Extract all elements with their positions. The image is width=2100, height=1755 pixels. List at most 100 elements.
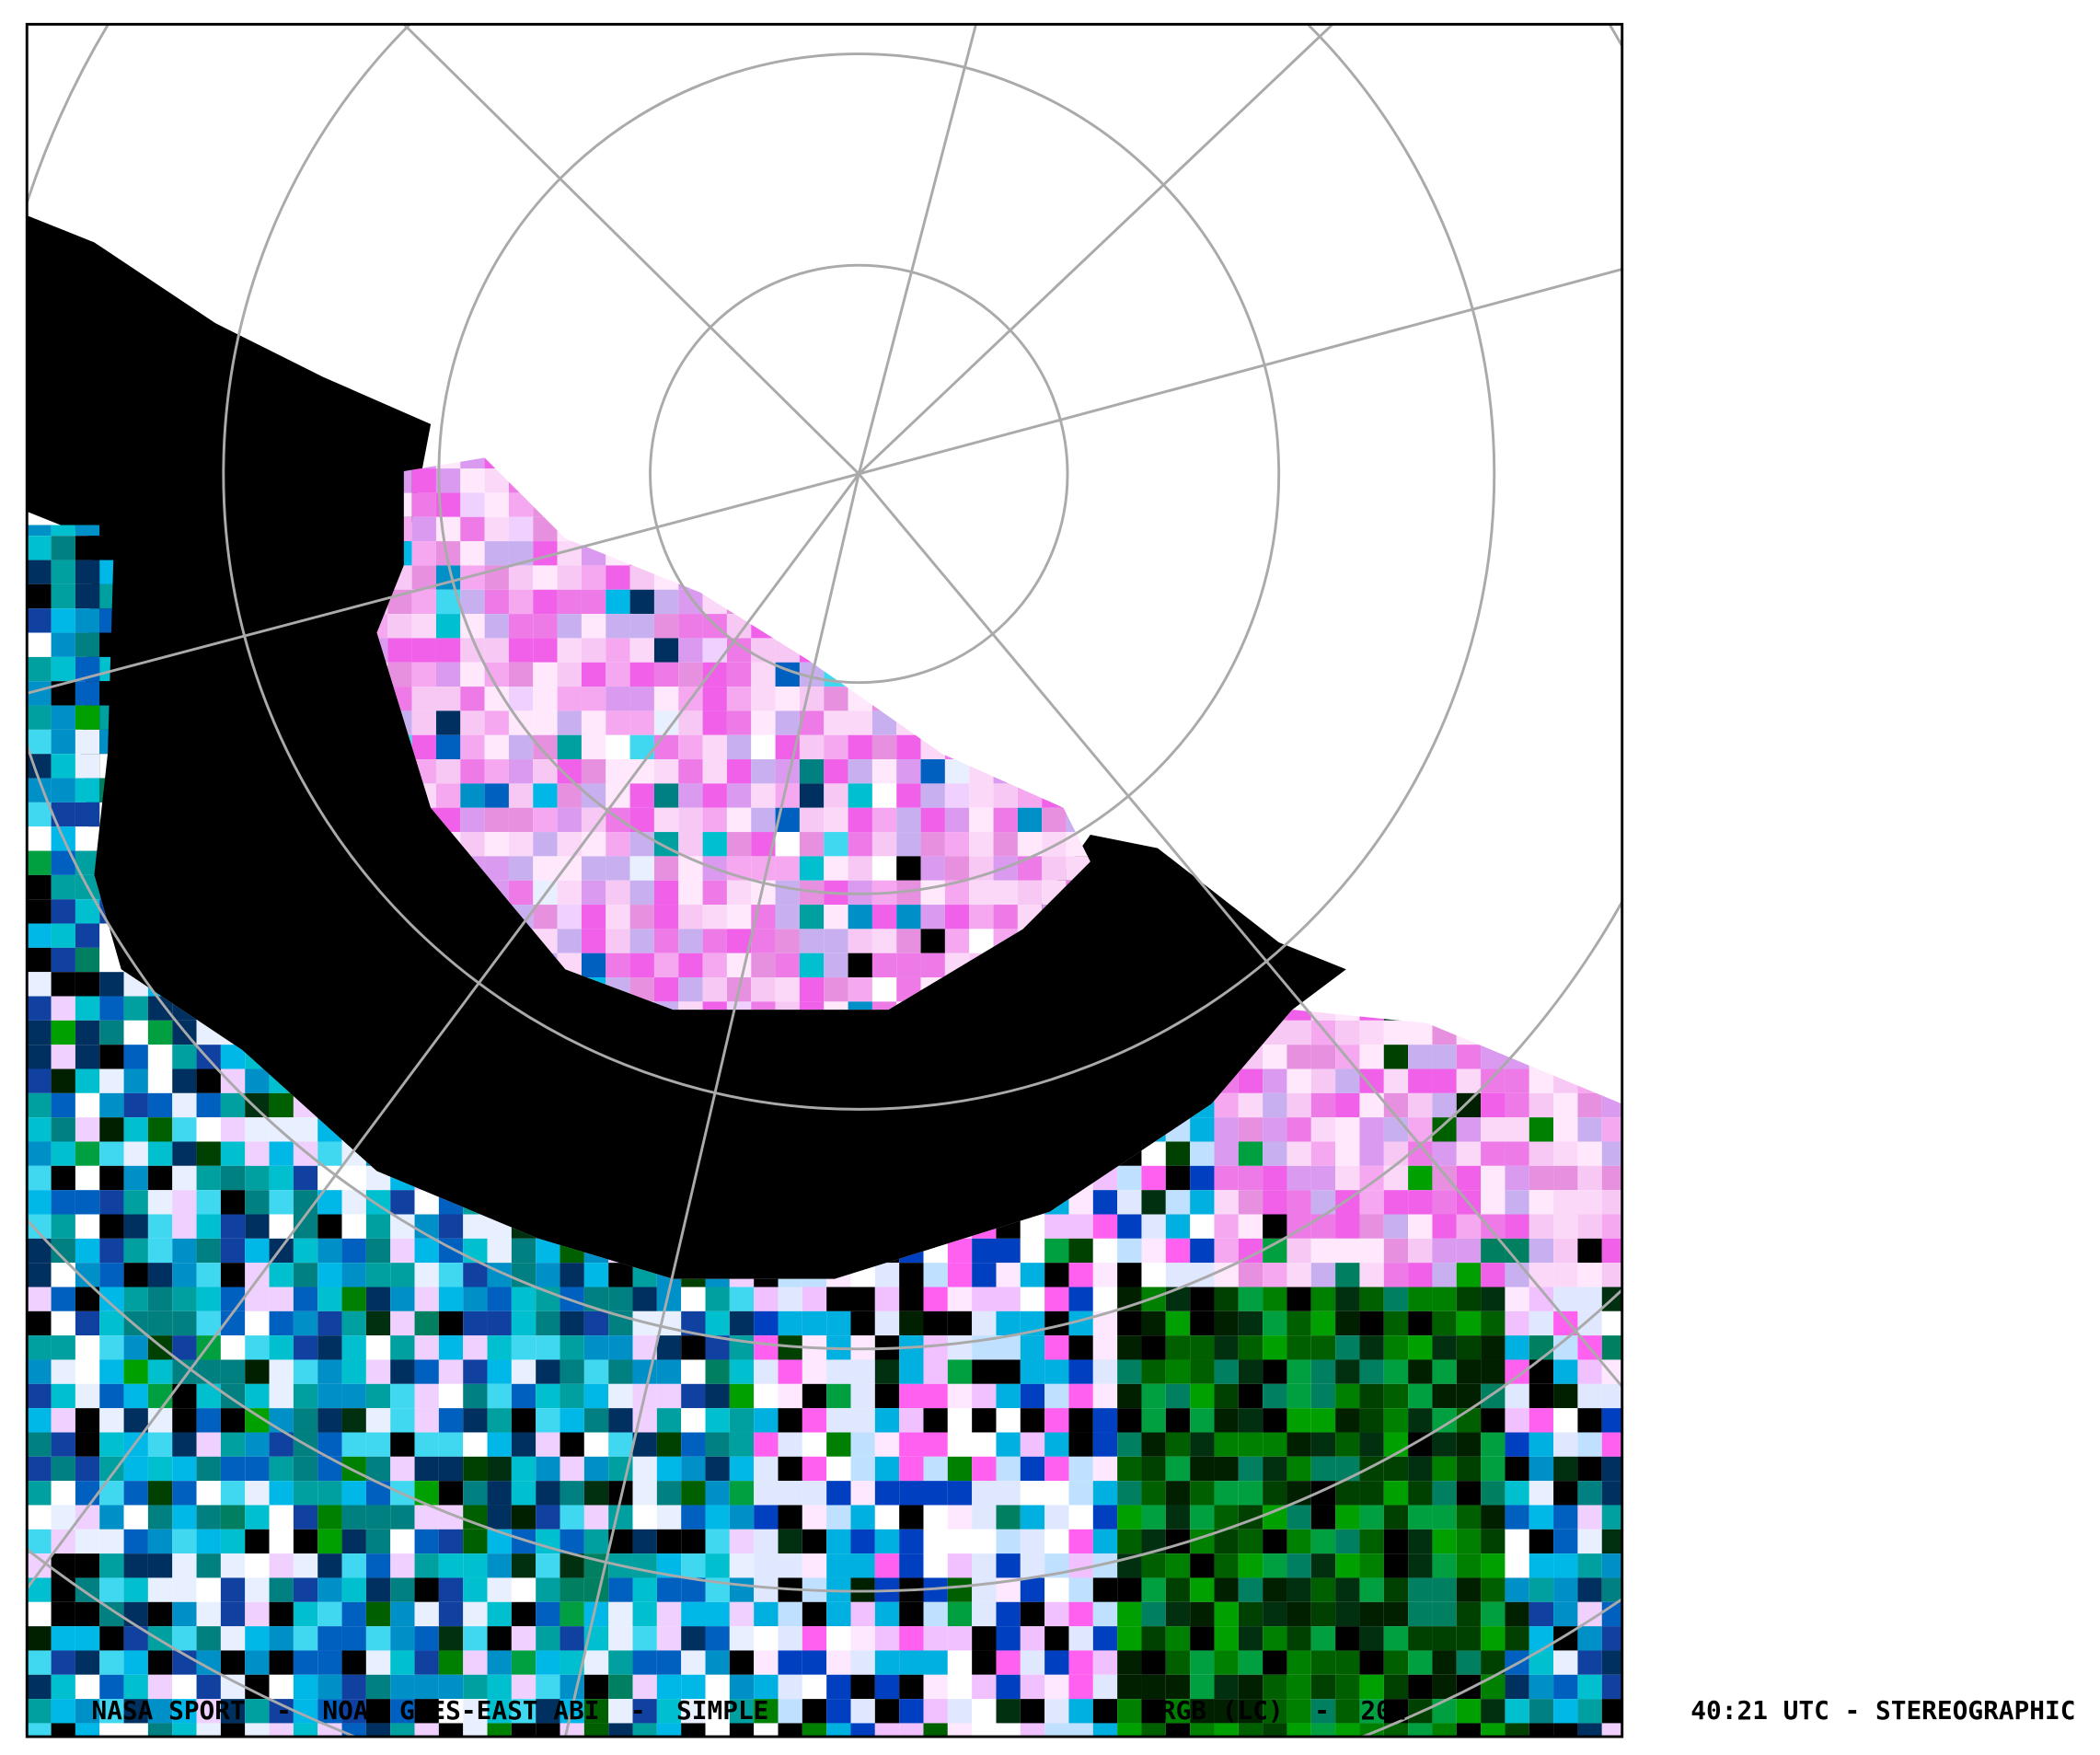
pixel (969, 905, 994, 929)
pixel (27, 1068, 52, 1093)
pixel (993, 807, 1018, 833)
meridian (27, 473, 860, 1590)
pixel (1481, 1529, 1506, 1554)
pixel (390, 1601, 415, 1627)
pixel (653, 807, 679, 833)
pixel (196, 1068, 221, 1093)
pixel (608, 1674, 633, 1700)
pixel (51, 1310, 75, 1336)
pixel (1287, 1408, 1311, 1433)
pixel (653, 953, 679, 978)
pixel (1092, 1287, 1118, 1311)
pixel (1092, 1383, 1118, 1409)
pixel (923, 1263, 948, 1287)
pixel (702, 880, 727, 906)
pixel (293, 1553, 318, 1578)
pixel (775, 929, 800, 953)
pixel (653, 759, 679, 784)
pixel (1165, 1335, 1191, 1360)
pixel (1287, 1577, 1311, 1602)
pixel (560, 1626, 584, 1651)
pixel (1020, 1674, 1045, 1700)
pixel (705, 1287, 730, 1311)
pixel (147, 1481, 173, 1506)
pixel (1117, 1601, 1142, 1627)
pixel (1432, 1214, 1457, 1239)
pixel (656, 1601, 682, 1627)
pixel (123, 1263, 148, 1287)
pixel (484, 589, 509, 615)
pixel (705, 1505, 730, 1530)
pixel (1577, 1141, 1602, 1166)
pixel (1359, 1068, 1384, 1093)
pixel (1287, 1529, 1311, 1554)
pixel (411, 541, 436, 566)
pixel (1577, 1359, 1602, 1384)
pixel (27, 525, 52, 537)
pixel (1481, 1650, 1506, 1675)
pixel (754, 1456, 779, 1482)
pixel (1601, 1263, 1622, 1287)
pixel (1481, 1335, 1506, 1360)
pixel (1190, 1432, 1215, 1457)
pixel (726, 710, 752, 735)
pixel (172, 1577, 197, 1602)
pixel (1068, 1674, 1093, 1700)
pixel (1068, 1287, 1093, 1311)
pixel (1359, 1408, 1384, 1433)
pixel (245, 1383, 270, 1409)
pixel (27, 656, 52, 682)
pixel (123, 1408, 148, 1433)
pixel (1214, 1674, 1239, 1700)
pixel (99, 1650, 124, 1675)
pixel (533, 734, 558, 760)
pixel (196, 1263, 221, 1287)
pixel (27, 1577, 52, 1602)
pixel (365, 1310, 391, 1336)
pixel (220, 1699, 246, 1724)
pixel (1165, 1165, 1191, 1191)
pixel (681, 1287, 706, 1311)
pixel (1408, 1505, 1433, 1530)
pixel (1359, 1383, 1384, 1409)
pixel (1190, 1190, 1215, 1215)
pixel (317, 1577, 342, 1602)
pixel (1238, 1383, 1263, 1409)
pixel (245, 1068, 270, 1093)
pixel (245, 1214, 270, 1239)
pixel (947, 1699, 973, 1724)
pixel (1481, 1117, 1506, 1142)
pixel (972, 1287, 997, 1311)
pixel (1456, 1723, 1482, 1738)
pixel (75, 705, 100, 730)
pixel (341, 1577, 366, 1602)
pixel (850, 1432, 875, 1457)
pixel (1238, 1553, 1263, 1578)
pixel (1553, 1383, 1578, 1409)
pixel (1359, 1335, 1384, 1360)
pixel (484, 832, 509, 857)
pixel (1359, 1601, 1384, 1627)
pixel (172, 1117, 197, 1142)
pixel (1092, 1238, 1118, 1264)
pixel (75, 1068, 100, 1093)
pixel (1408, 1359, 1433, 1384)
pixel (51, 1092, 75, 1118)
pixel (1335, 1529, 1360, 1554)
pixel (826, 1505, 851, 1530)
pixel (1432, 1238, 1457, 1264)
pixel (972, 1505, 997, 1530)
pixel (799, 759, 825, 784)
pixel (123, 1287, 148, 1311)
pixel (1601, 1650, 1622, 1675)
pixel (1432, 1529, 1457, 1554)
pixel (99, 1068, 124, 1093)
pixel (702, 687, 727, 711)
pixel (1190, 1456, 1215, 1482)
pixel (754, 1481, 779, 1506)
pixel (460, 783, 485, 808)
pixel (1359, 1699, 1384, 1724)
pixel (1190, 1674, 1215, 1700)
pixel (557, 929, 582, 953)
pixel (1383, 1383, 1409, 1409)
